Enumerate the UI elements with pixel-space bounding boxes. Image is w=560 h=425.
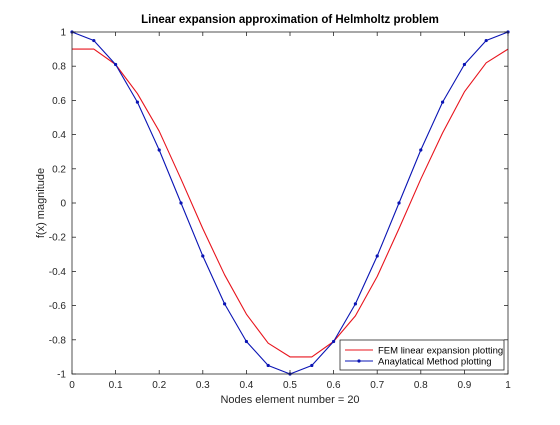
plot-area — [72, 32, 508, 374]
data-point — [375, 254, 379, 258]
y-tick-label: -0.2 — [49, 233, 67, 244]
x-tick-label: 0.6 — [327, 380, 341, 391]
legend-box — [339, 339, 505, 371]
x-tick-label: 0 — [69, 380, 75, 391]
x-tick-label: 0.8 — [414, 380, 428, 391]
data-point — [114, 62, 118, 67]
data-point — [201, 254, 205, 258]
data-point — [419, 148, 423, 152]
data-point — [484, 38, 488, 43]
y-tick-label: 1 — [60, 28, 66, 39]
x-tick-label: 0.7 — [370, 380, 384, 391]
data-point — [441, 100, 445, 104]
data-point — [179, 201, 183, 205]
data-point — [332, 339, 336, 344]
x-tick-label: 0.9 — [457, 380, 471, 391]
x-axis-label: Nodes element number = 20 — [220, 394, 359, 406]
x-tick-label: 0.1 — [109, 380, 123, 391]
legend-marker-analytical — [357, 359, 361, 363]
data-point — [397, 201, 401, 205]
y-tick-label: -1 — [57, 370, 66, 381]
series-layer — [70, 30, 510, 376]
data-point — [135, 100, 139, 104]
series-line-0 — [72, 48, 509, 358]
x-tick-label: 0.4 — [239, 380, 253, 391]
legend: FEM linear expansion plotting Anaylatica… — [339, 339, 505, 371]
y-tick-label: 0.6 — [52, 96, 66, 107]
y-tick-label: -0.6 — [49, 301, 67, 312]
data-point — [462, 62, 466, 67]
chart-title: Linear expansion approximation of Helmho… — [141, 14, 439, 26]
data-point — [223, 302, 227, 306]
data-point — [92, 38, 96, 43]
legend-label-fem: FEM linear expansion plotting — [378, 346, 503, 357]
x-tick-label: 0.5 — [283, 380, 297, 391]
x-tick-label: 1 — [505, 380, 511, 391]
y-tick-label: -0.4 — [49, 267, 67, 278]
x-tick-label: 0.2 — [152, 380, 166, 391]
legend-label-analytical: Anaylatical Method plotting — [378, 357, 492, 368]
y-axis-label: f(x) magnitude — [35, 168, 47, 238]
y-tick-label: 0.8 — [52, 62, 66, 73]
y-tick-label: 0 — [60, 199, 66, 210]
data-point — [157, 148, 161, 152]
ticks-layer: 0 0.1 0.2 0.3 0.4 0.5 0.6 0.7 0.8 0.9 1 -1 -0.8 -0.6 -… — [49, 28, 511, 392]
data-point — [310, 363, 314, 368]
x-tick-label: 0.3 — [196, 380, 210, 391]
data-point — [353, 302, 357, 306]
y-tick-label: -0.8 — [49, 335, 67, 346]
y-tick-label: 0.2 — [52, 164, 66, 175]
data-point — [244, 339, 248, 344]
data-point — [266, 363, 270, 368]
y-tick-label: 0.4 — [52, 130, 66, 141]
